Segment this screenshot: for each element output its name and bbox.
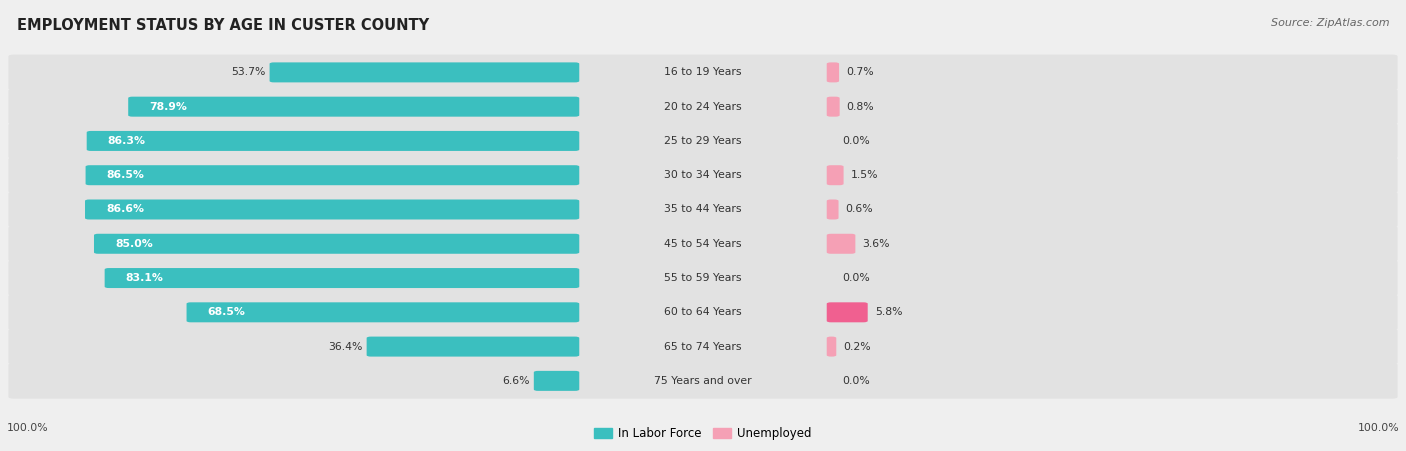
FancyBboxPatch shape (8, 295, 1398, 330)
Text: 6.6%: 6.6% (502, 376, 530, 386)
Text: 85.0%: 85.0% (115, 239, 153, 249)
Legend: In Labor Force, Unemployed: In Labor Force, Unemployed (589, 423, 817, 445)
FancyBboxPatch shape (8, 363, 1398, 399)
FancyBboxPatch shape (94, 234, 579, 254)
Text: 25 to 29 Years: 25 to 29 Years (664, 136, 742, 146)
Text: 75 Years and over: 75 Years and over (654, 376, 752, 386)
FancyBboxPatch shape (534, 371, 579, 391)
FancyBboxPatch shape (827, 165, 844, 185)
Text: 100.0%: 100.0% (1357, 423, 1399, 433)
FancyBboxPatch shape (8, 157, 1398, 193)
Text: 1.5%: 1.5% (851, 170, 879, 180)
Text: 78.9%: 78.9% (149, 101, 187, 112)
FancyBboxPatch shape (827, 97, 839, 117)
FancyBboxPatch shape (87, 131, 579, 151)
FancyBboxPatch shape (827, 302, 868, 322)
Text: 0.0%: 0.0% (842, 376, 870, 386)
Text: 3.6%: 3.6% (862, 239, 890, 249)
FancyBboxPatch shape (8, 192, 1398, 227)
FancyBboxPatch shape (86, 165, 579, 185)
FancyBboxPatch shape (8, 89, 1398, 124)
Text: 0.6%: 0.6% (845, 204, 873, 215)
FancyBboxPatch shape (8, 226, 1398, 262)
FancyBboxPatch shape (8, 55, 1398, 90)
Text: 53.7%: 53.7% (231, 67, 266, 78)
Text: 65 to 74 Years: 65 to 74 Years (664, 341, 742, 352)
Text: 100.0%: 100.0% (7, 423, 49, 433)
FancyBboxPatch shape (8, 329, 1398, 364)
Text: 5.8%: 5.8% (875, 307, 903, 318)
Text: 83.1%: 83.1% (125, 273, 163, 283)
Text: 0.0%: 0.0% (842, 273, 870, 283)
Text: 55 to 59 Years: 55 to 59 Years (664, 273, 742, 283)
Text: 60 to 64 Years: 60 to 64 Years (664, 307, 742, 318)
Text: 86.3%: 86.3% (108, 136, 146, 146)
FancyBboxPatch shape (8, 123, 1398, 159)
Text: 45 to 54 Years: 45 to 54 Years (664, 239, 742, 249)
Text: 30 to 34 Years: 30 to 34 Years (664, 170, 742, 180)
FancyBboxPatch shape (128, 97, 579, 117)
Text: 20 to 24 Years: 20 to 24 Years (664, 101, 742, 112)
Text: Source: ZipAtlas.com: Source: ZipAtlas.com (1271, 18, 1389, 28)
FancyBboxPatch shape (827, 199, 838, 220)
Text: 0.0%: 0.0% (842, 136, 870, 146)
FancyBboxPatch shape (187, 302, 579, 322)
FancyBboxPatch shape (8, 260, 1398, 296)
Text: 68.5%: 68.5% (208, 307, 246, 318)
FancyBboxPatch shape (270, 62, 579, 83)
Text: 35 to 44 Years: 35 to 44 Years (664, 204, 742, 215)
FancyBboxPatch shape (827, 234, 855, 254)
FancyBboxPatch shape (84, 199, 579, 220)
Text: 86.5%: 86.5% (107, 170, 145, 180)
Text: 86.6%: 86.6% (105, 204, 143, 215)
Text: EMPLOYMENT STATUS BY AGE IN CUSTER COUNTY: EMPLOYMENT STATUS BY AGE IN CUSTER COUNT… (17, 18, 429, 33)
Text: 0.7%: 0.7% (846, 67, 873, 78)
FancyBboxPatch shape (827, 336, 837, 357)
FancyBboxPatch shape (367, 336, 579, 357)
Text: 36.4%: 36.4% (328, 341, 363, 352)
Text: 16 to 19 Years: 16 to 19 Years (664, 67, 742, 78)
Text: 0.8%: 0.8% (846, 101, 875, 112)
FancyBboxPatch shape (827, 62, 839, 83)
FancyBboxPatch shape (104, 268, 579, 288)
Text: 0.2%: 0.2% (844, 341, 870, 352)
